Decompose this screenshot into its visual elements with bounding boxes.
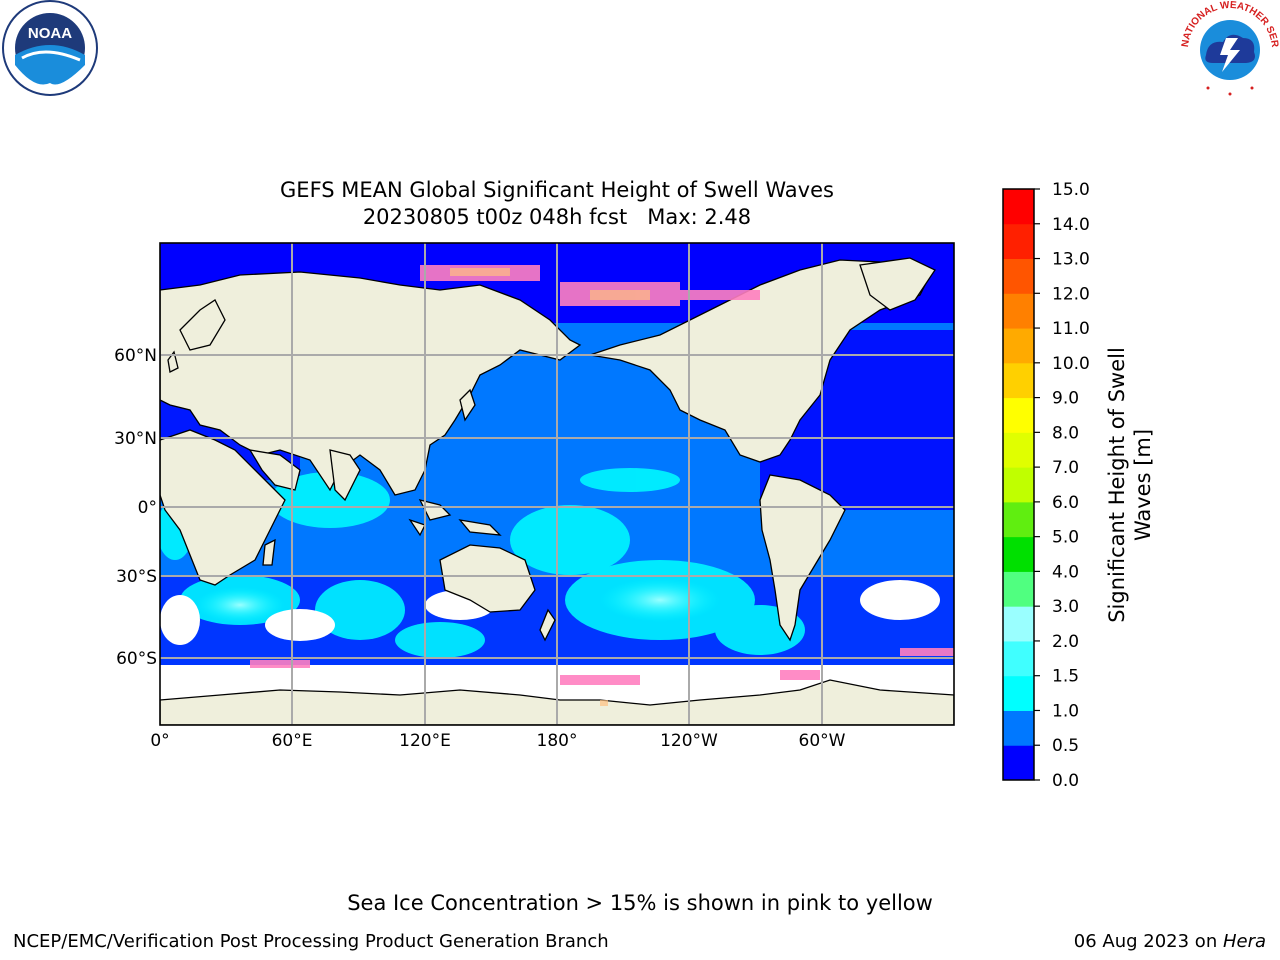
colorbar-segment bbox=[1003, 606, 1034, 642]
colorbar-segment bbox=[1003, 223, 1034, 260]
colorbar-segment bbox=[1003, 745, 1034, 781]
footer-date-text: 06 Aug 2023 on bbox=[1073, 931, 1223, 952]
sea-ice-note: Sea Ice Concentration > 15% is shown in … bbox=[347, 891, 933, 915]
colorbar-tick-label: 11.0 bbox=[1052, 319, 1090, 339]
noaa-logo: NOAA bbox=[2, 0, 98, 96]
colorbar-segment bbox=[1003, 432, 1034, 468]
colorbar-tick-label: 12.0 bbox=[1052, 284, 1090, 304]
colorbar-segment bbox=[1003, 293, 1034, 329]
land-arabia bbox=[248, 449, 301, 491]
lat-label-30n: 30°N bbox=[114, 429, 157, 449]
chart-subtitle: 20230805 t00z 048h fcst Max: 2.48 bbox=[362, 205, 752, 229]
land-eurasia bbox=[160, 271, 582, 496]
lat-label-eq: 0° bbox=[138, 498, 157, 518]
colorbar-segment bbox=[1003, 189, 1034, 225]
footer-branch: NCEP/EMC/Verification Post Processing Pr… bbox=[13, 931, 609, 952]
colorbar-tick-label: 1.0 bbox=[1052, 701, 1079, 721]
land-indonesia bbox=[418, 499, 452, 521]
footer-date: 06 Aug 2023 on Hera bbox=[1074, 931, 1266, 952]
lon-label-120w: 120°W bbox=[660, 731, 718, 751]
colorbar-label-line2: Waves [m] bbox=[1131, 429, 1155, 541]
land-scandinavia bbox=[179, 299, 226, 351]
colorbar-tick-label: 6.0 bbox=[1052, 493, 1079, 513]
lon-label-60e: 60°E bbox=[272, 731, 313, 751]
colorbar-tick-label: 1.5 bbox=[1052, 667, 1079, 687]
colorbar-segment bbox=[1003, 501, 1034, 538]
colorbar-label-line1: Significant Height of Swell bbox=[1105, 347, 1129, 623]
colorbar-tick-label: 10.0 bbox=[1052, 354, 1090, 374]
lon-label-180: 180° bbox=[537, 731, 578, 751]
colorbar-tick-label: 14.0 bbox=[1052, 215, 1090, 235]
nws-logo: NATIONAL WEATHER SERVICE bbox=[1178, 0, 1280, 96]
colorbar-segment bbox=[1003, 710, 1034, 746]
colorbar-segment bbox=[1003, 258, 1034, 294]
map-gridlines bbox=[160, 243, 954, 725]
lat-label-60s: 60°S bbox=[116, 649, 157, 669]
colorbar-segment bbox=[1003, 397, 1034, 433]
colorbar-tick-label: 0.0 bbox=[1052, 771, 1079, 791]
colorbar bbox=[1003, 189, 1034, 781]
land-greenland bbox=[859, 257, 936, 311]
land-south-america bbox=[759, 474, 846, 642]
land-australia bbox=[439, 544, 536, 613]
colorbar-frame bbox=[1002, 188, 1035, 781]
land-madagascar bbox=[262, 538, 276, 566]
colorbar-tick-label: 5.0 bbox=[1052, 528, 1079, 548]
colorbar-segment bbox=[1003, 675, 1034, 711]
land-new-zealand bbox=[539, 608, 556, 642]
lon-label-60w: 60°W bbox=[799, 731, 846, 751]
colorbar-tick-label: 13.0 bbox=[1052, 250, 1090, 270]
colorbar-tick-label: 7.0 bbox=[1052, 458, 1079, 478]
lon-label-120e: 120°E bbox=[399, 731, 451, 751]
colorbar-segment bbox=[1003, 536, 1034, 572]
map-frame bbox=[159, 242, 955, 726]
land-india bbox=[329, 449, 361, 502]
lon-label-0: 0° bbox=[150, 731, 169, 751]
land-japan bbox=[459, 388, 476, 422]
colorbar-tick-label: 0.5 bbox=[1052, 736, 1079, 756]
lat-label-60n: 60°N bbox=[114, 346, 157, 366]
lat-label-30s: 30°S bbox=[116, 567, 157, 587]
colorbar-tick-label: 2.0 bbox=[1052, 632, 1079, 652]
colorbar-segment bbox=[1003, 640, 1034, 677]
colorbar-segment bbox=[1003, 328, 1034, 364]
colorbar-segment bbox=[1003, 571, 1034, 607]
colorbar-tick-label: 8.0 bbox=[1052, 423, 1079, 443]
map-panel bbox=[160, 243, 954, 725]
colorbar-tick-label: 15.0 bbox=[1052, 180, 1090, 200]
footer-host: Hera bbox=[1222, 931, 1266, 952]
colorbar-tick-label: 3.0 bbox=[1052, 597, 1079, 617]
colorbar-tick-label: 9.0 bbox=[1052, 389, 1079, 409]
colorbar-tick-label: 4.0 bbox=[1052, 562, 1079, 582]
noaa-logo-text: NOAA bbox=[28, 25, 72, 42]
chart-title: GEFS MEAN Global Significant Height of S… bbox=[280, 178, 834, 202]
colorbar-segment bbox=[1003, 467, 1034, 503]
colorbar-segment bbox=[1003, 362, 1034, 399]
